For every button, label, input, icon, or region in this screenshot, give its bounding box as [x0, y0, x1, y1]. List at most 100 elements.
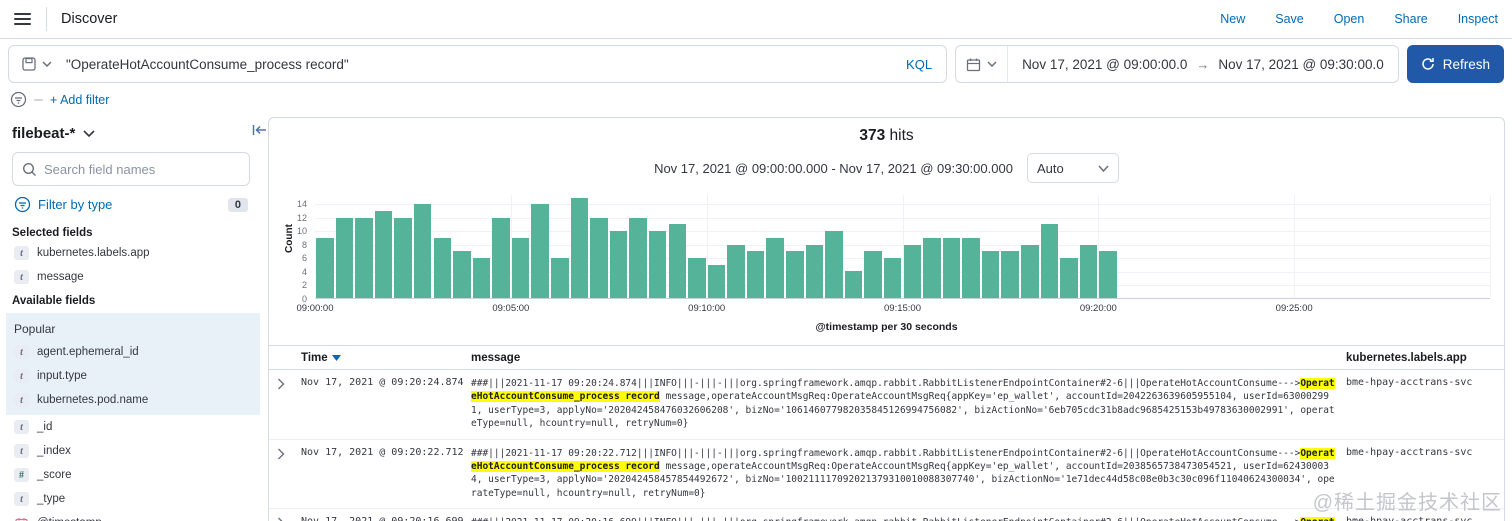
histogram-bar[interactable] [766, 237, 784, 298]
histogram-bar[interactable] [668, 224, 687, 298]
column-header-message[interactable]: message [471, 352, 521, 364]
expand-row-icon[interactable] [277, 377, 301, 390]
collapse-sidebar-icon[interactable] [252, 123, 268, 137]
table-row: Nov 17, 2021 @ 09:20:16.699###|||2021-11… [269, 509, 1504, 521]
field-item[interactable]: t _index [12, 439, 250, 463]
histogram-bar[interactable] [531, 204, 549, 298]
histogram-bar[interactable] [1021, 244, 1039, 298]
chevron-down-icon [42, 61, 52, 67]
histogram-bar[interactable] [923, 237, 941, 298]
time-range-end[interactable]: Nov 17, 2021 @ 09:30:00.0 [1218, 56, 1384, 72]
histogram-bar[interactable] [1001, 251, 1019, 298]
sort-descending-icon[interactable] [331, 355, 341, 361]
field-item[interactable]: t agent.ephemeral_id [12, 340, 250, 364]
histogram-bar[interactable] [962, 237, 980, 298]
field-item[interactable]: t kubernetes.labels.app [12, 241, 250, 265]
field-item[interactable]: t message [12, 265, 250, 289]
time-range-start[interactable]: Nov 17, 2021 @ 09:00:00.0 [1022, 56, 1188, 72]
y-axis-tick: 14 [296, 199, 307, 210]
histogram-bar[interactable] [903, 244, 922, 298]
histogram-bar[interactable] [433, 237, 452, 298]
histogram-bar[interactable] [355, 217, 373, 298]
filter-icon[interactable] [10, 91, 27, 108]
gridline [510, 195, 512, 298]
field-item[interactable]: t _id [12, 415, 250, 439]
histogram-bar[interactable] [335, 217, 354, 298]
x-axis-tick: 09:15:00 [884, 303, 921, 314]
histogram-bar[interactable] [472, 257, 491, 298]
new-button[interactable]: New [1220, 12, 1246, 26]
histogram-bar[interactable] [590, 217, 608, 298]
histogram-bar[interactable] [551, 257, 569, 298]
documents-table: Time message kubernetes.labels.app Nov 1… [269, 345, 1504, 521]
histogram-bar[interactable] [609, 231, 628, 298]
histogram-bar[interactable] [413, 204, 432, 298]
open-button[interactable]: Open [1333, 12, 1365, 26]
string-field-icon: t [14, 345, 29, 359]
histogram-bar[interactable] [786, 251, 804, 298]
histogram-bar[interactable] [453, 251, 471, 298]
histogram-bar[interactable] [883, 257, 902, 298]
histogram-bar[interactable] [844, 271, 863, 298]
kql-language-button[interactable]: KQL [892, 46, 946, 82]
field-item[interactable]: t input.type [12, 364, 250, 388]
histogram-bar[interactable] [727, 244, 745, 298]
share-button[interactable]: Share [1394, 12, 1428, 26]
histogram-bar[interactable] [825, 231, 843, 298]
field-item[interactable]: # _score [12, 463, 250, 487]
y-axis-tick: 8 [301, 239, 307, 250]
search-query-input[interactable]: "OperateHotAccountConsume_process record… [66, 56, 349, 72]
selected-fields-heading: Selected fields [12, 227, 93, 239]
query-bar: "OperateHotAccountConsume_process record… [0, 39, 1512, 89]
date-field-icon [14, 516, 29, 521]
histogram-bar[interactable] [374, 211, 393, 298]
histogram-bar[interactable] [629, 217, 647, 298]
field-search-box [12, 152, 250, 186]
field-item[interactable]: t kubernetes.pod.name [12, 388, 250, 412]
histogram-bar[interactable] [570, 197, 589, 298]
refresh-button[interactable]: Refresh [1406, 45, 1504, 83]
filter-by-type-button[interactable]: Filter by type [38, 197, 113, 212]
chart-time-range: Nov 17, 2021 @ 09:00:00.000 - Nov 17, 20… [654, 160, 1013, 176]
gridline [1098, 195, 1100, 298]
add-filter-button[interactable]: + Add filter [50, 92, 110, 107]
popular-fields-section: Popular t agent.ephemeral_id t input.type t k… [6, 313, 260, 415]
histogram-bar[interactable] [981, 251, 1000, 298]
histogram-bar[interactable] [942, 237, 961, 298]
inspect-button[interactable]: Inspect [1457, 12, 1498, 26]
highlighted-term: OperateHotAccountConsume_process record [471, 378, 1335, 403]
y-axis-tick: 10 [296, 226, 307, 237]
column-header-time[interactable]: Time [301, 352, 328, 364]
column-header-app[interactable]: kubernetes.labels.app [1346, 352, 1467, 364]
expand-row-icon[interactable] [277, 516, 301, 521]
calendar-button[interactable] [956, 46, 1009, 82]
field-item[interactable]: t _type [12, 487, 250, 511]
histogram-bar[interactable] [511, 237, 530, 298]
menu-icon[interactable] [10, 6, 36, 32]
field-item[interactable]: @timestamp [12, 511, 250, 521]
histogram-bar[interactable] [707, 264, 726, 298]
histogram-bar[interactable] [648, 231, 667, 298]
expand-row-icon[interactable] [277, 447, 301, 460]
refresh-icon [1422, 58, 1434, 70]
histogram-bar[interactable] [1099, 251, 1117, 298]
histogram-bar[interactable] [688, 257, 706, 298]
interval-select[interactable]: Auto [1026, 153, 1119, 183]
histogram-bar[interactable] [864, 251, 882, 298]
histogram-bar[interactable] [1079, 244, 1098, 298]
highlighted-term: OperateHotAccountConsume_process record [471, 447, 1335, 473]
index-pattern-selector[interactable]: filebeat-* [12, 125, 76, 142]
histogram-bar[interactable] [492, 217, 510, 298]
save-button[interactable]: Save [1275, 12, 1304, 26]
histogram-bar[interactable] [394, 217, 412, 298]
field-search-input[interactable] [44, 161, 240, 177]
histogram-bar[interactable] [316, 237, 334, 298]
histogram-bar[interactable] [1040, 224, 1059, 298]
histogram-bar[interactable] [746, 251, 765, 298]
string-field-icon: t [14, 420, 29, 434]
histogram-bar[interactable] [1060, 257, 1078, 298]
chevron-down-icon[interactable] [83, 130, 95, 137]
gridline [1490, 195, 1491, 298]
histogram-bar[interactable] [805, 244, 824, 298]
saved-query-button[interactable] [9, 46, 62, 82]
